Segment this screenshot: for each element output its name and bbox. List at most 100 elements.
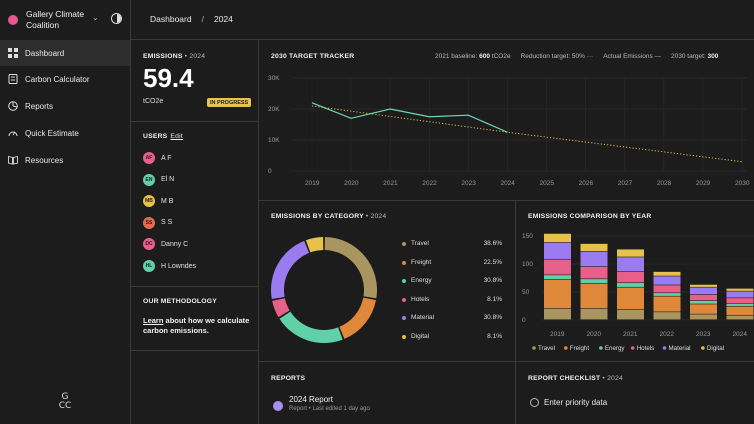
y-tick-label: 150 [522, 233, 533, 240]
user-row[interactable]: EN El N [143, 173, 175, 186]
category-name: Freight [411, 258, 432, 266]
pie-icon [8, 101, 18, 111]
edit-users-link[interactable]: Edit [170, 133, 183, 140]
org-switcher[interactable]: Gallery Climate Coalition ⌄ [8, 9, 126, 31]
x-tick-label: 2029 [696, 180, 711, 187]
report-meta: Report • Last edited 1 day ago [289, 406, 370, 412]
app-logo: G CC [58, 392, 72, 411]
legend-label: Travel [538, 345, 555, 352]
legend-dot [701, 346, 705, 350]
legend-reduction: Reduction target: 50% ··· [520, 53, 594, 60]
bar-segment [580, 266, 608, 279]
category-pct: 8.1% [487, 332, 502, 340]
category-legend-row: Freight 22.5% [402, 259, 502, 266]
actual-series-line [311, 102, 508, 133]
report-name: 2024 Report [289, 395, 334, 404]
x-tick-label: 2020 [587, 331, 602, 338]
legend-label: Freight [570, 345, 590, 352]
x-tick-label: 2027 [618, 180, 633, 187]
bar-segment [690, 294, 717, 301]
nav-item-dashboard[interactable]: Dashboard [0, 40, 130, 66]
avatar: DC [143, 238, 155, 251]
y-tick-label: 10K [268, 137, 280, 144]
checkbox-circle-icon[interactable] [530, 398, 539, 407]
tracker-legend: 2021 baseline: 600 tCO2e Reduction targe… [435, 53, 718, 60]
bar-segment [617, 309, 644, 320]
user-row[interactable]: AF A F [143, 152, 172, 164]
methodology-text: Learn about how we calculate carbon emis… [143, 316, 250, 335]
breadcrumb: Dashboard / 2024 [150, 14, 233, 24]
emissions-value: 59.4 [143, 63, 194, 93]
bar-segment [726, 298, 754, 304]
nav-item-quick-estimate[interactable]: Quick Estimate [0, 120, 130, 146]
report-item[interactable]: 2024 Report Report • Last edited 1 day a… [273, 395, 370, 412]
nav-item-reports[interactable]: Reports [0, 93, 130, 119]
category-pct: 30.8% [483, 277, 502, 284]
breadcrumb-year[interactable]: 2024 [213, 14, 233, 24]
legend-label: Energy [605, 345, 626, 352]
donut-slice [324, 237, 377, 299]
nav-item-resources[interactable]: Resources [0, 147, 130, 173]
bar-segment [544, 259, 571, 275]
legend-dot [402, 297, 406, 302]
nav-label: Carbon Calculator [25, 74, 90, 84]
x-tick-label: 2021 [383, 180, 398, 187]
comparison-bar-chart: 0 50 100 150 2019 2020 2021 2022 2023 2024 Travel F… [522, 233, 754, 352]
donut-slice [271, 240, 310, 300]
x-tick-label: 2025 [540, 180, 555, 187]
bar-segment [617, 249, 644, 257]
bar-segment [726, 315, 754, 320]
y-tick-label: 0 [268, 168, 272, 175]
category-donut-chart [271, 237, 377, 343]
bar-segment [544, 279, 571, 309]
category-legend-row: Hotels 8.1% [402, 296, 502, 303]
sidebar: Gallery Climate Coalition ⌄ Dashboard Ca… [0, 0, 130, 424]
legend-dot [662, 346, 667, 350]
bar-segment [544, 275, 571, 280]
category-name: Energy [411, 277, 432, 284]
emissions-label: EMISSIONS • 2024 [143, 53, 206, 60]
donut-slice [339, 297, 377, 339]
bar-segment [653, 312, 681, 320]
bar-segment [726, 303, 754, 306]
y-tick-label: 20K [268, 106, 280, 113]
legend-label: Hotels [637, 345, 655, 352]
breadcrumb-separator: / [201, 14, 204, 24]
user-row[interactable]: SS S S [143, 216, 172, 229]
avatar: MB [143, 195, 155, 208]
bar-segment [580, 279, 608, 283]
bar-segment [617, 283, 644, 287]
category-legend-row: Material 30.8% [402, 314, 502, 321]
breadcrumb-dashboard[interactable]: Dashboard [150, 14, 192, 24]
bar-segment [653, 285, 681, 293]
category-name: Material [411, 314, 435, 321]
bar-segment [544, 233, 571, 243]
user-name: El N [161, 176, 175, 184]
x-tick-label: 2021 [623, 331, 638, 338]
user-name: Danny C [161, 240, 189, 248]
x-tick-label: 2030 [735, 180, 750, 187]
bar-segment [690, 314, 717, 320]
user-row[interactable]: HL H Lowndes [143, 260, 196, 272]
learn-link[interactable]: Learn [143, 316, 164, 325]
legend-dot [630, 346, 635, 350]
user-name: H Lowndes [161, 262, 197, 270]
y-tick-label: 0 [522, 317, 526, 324]
checklist-item[interactable]: Enter priority data [530, 398, 607, 407]
theme-toggle-icon[interactable] [111, 13, 122, 24]
reports-title: REPORTS [271, 375, 306, 382]
donut-slice [279, 311, 343, 343]
calculator-icon [8, 74, 18, 84]
avatar: EN [143, 173, 155, 186]
nav-item-carbon-calculator[interactable]: Carbon Calculator [0, 66, 130, 92]
y-tick-label: 50 [522, 289, 530, 296]
category-legend-row: Travel 38.6% [402, 240, 502, 247]
avatar: AF [143, 152, 155, 164]
legend-actual: Actual Emissions — [603, 53, 662, 60]
x-tick-label: 2019 [305, 180, 320, 187]
user-row[interactable]: DC Danny C [143, 238, 189, 251]
nav-label: Reports [25, 101, 54, 111]
user-row[interactable]: MB M B [143, 195, 173, 208]
gauge-icon [8, 128, 18, 138]
bar-segment [726, 306, 754, 315]
